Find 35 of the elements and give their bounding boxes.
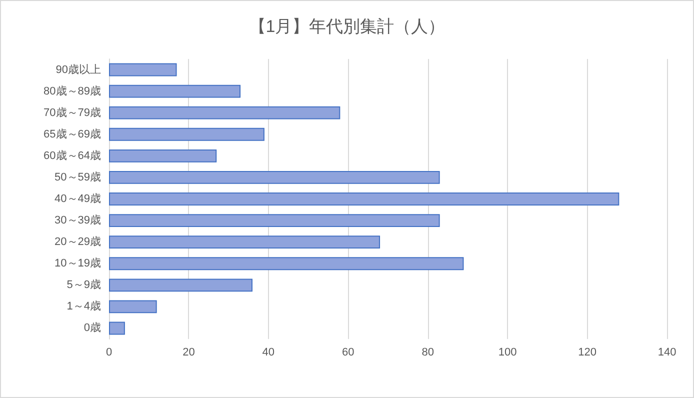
x-tick-label: 100 bbox=[498, 346, 517, 358]
x-tick-label: 20 bbox=[182, 346, 195, 358]
bar bbox=[109, 128, 264, 141]
y-tick-label: 5～9歳 bbox=[66, 278, 101, 292]
y-tick-label: 20～29歳 bbox=[54, 235, 101, 248]
x-tick-label: 0 bbox=[106, 346, 112, 358]
bar bbox=[109, 149, 217, 162]
bar bbox=[109, 84, 241, 98]
bar bbox=[109, 236, 380, 249]
bar bbox=[109, 214, 440, 227]
y-tick-label: 50～59歳 bbox=[54, 170, 101, 184]
y-tick-label: 70歳～79歳 bbox=[44, 106, 101, 119]
y-tick-label: 30～39歳 bbox=[54, 214, 101, 227]
bar bbox=[109, 192, 620, 206]
bar bbox=[109, 278, 252, 292]
x-tick-label: 120 bbox=[578, 346, 596, 358]
y-tick-label: 1～4歳 bbox=[66, 300, 101, 313]
x-tick-label: 60 bbox=[342, 346, 354, 358]
chart-title: 【1月】年代別集計（人） bbox=[248, 17, 446, 36]
y-tick-label: 0歳 bbox=[84, 321, 101, 334]
y-tick-label: 40～49歳 bbox=[54, 192, 101, 205]
y-tick-label: 10～19歳 bbox=[54, 256, 101, 270]
bar bbox=[109, 257, 464, 270]
x-tick-label: 40 bbox=[262, 346, 275, 358]
x-tick-label: 140 bbox=[658, 346, 676, 358]
y-tick-label: 65歳～69歳 bbox=[44, 127, 101, 140]
bar bbox=[109, 63, 177, 76]
y-tick-label: 80歳～89歳 bbox=[44, 84, 101, 98]
bar bbox=[109, 322, 125, 335]
y-tick-label: 90歳以上 bbox=[56, 62, 101, 76]
bar bbox=[109, 171, 440, 184]
x-tick-label: 80 bbox=[422, 346, 434, 358]
y-tick-label: 60歳～64歳 bbox=[44, 148, 101, 162]
bar bbox=[109, 300, 157, 314]
bar bbox=[109, 106, 340, 120]
